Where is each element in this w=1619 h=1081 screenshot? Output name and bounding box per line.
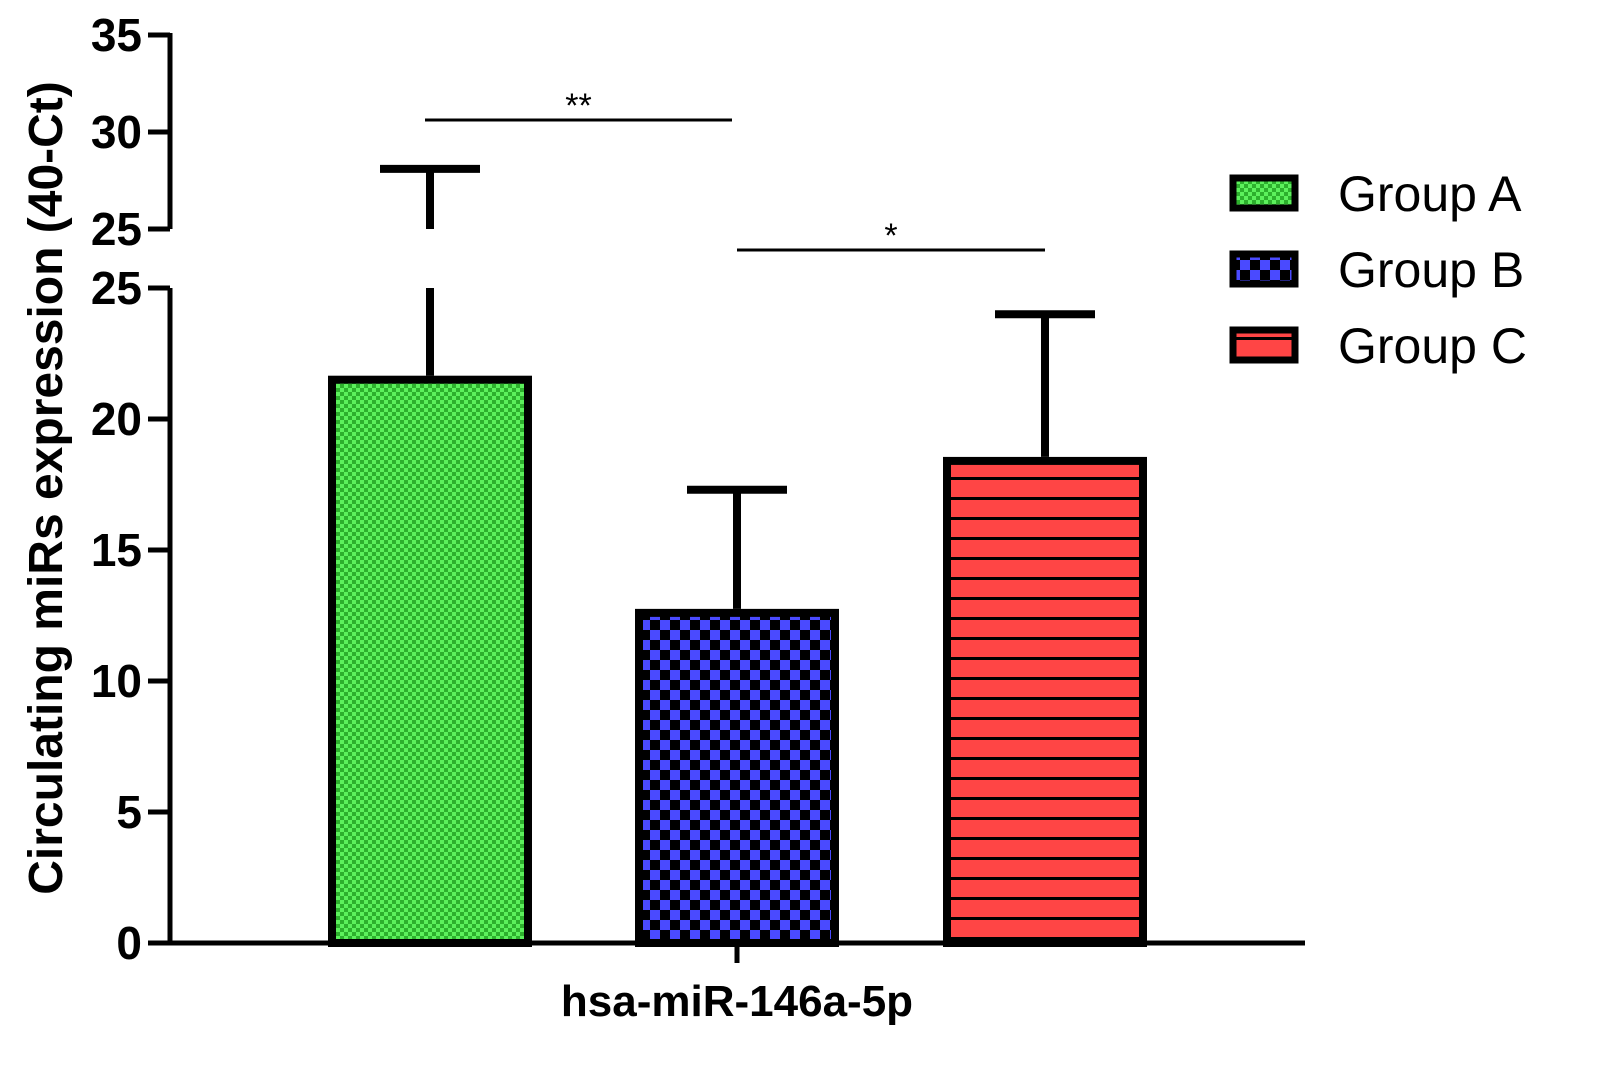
y-axis-title: Circulating miRs expression (40-Ct)	[20, 81, 73, 895]
y-tick-label-lower: 5	[116, 786, 142, 838]
y-tick-label-lower: 15	[91, 524, 142, 576]
legend-label: Group B	[1338, 242, 1524, 298]
legend-swatch	[1229, 326, 1299, 364]
legend-swatch	[1229, 174, 1299, 212]
y-tick-label-lower: 10	[91, 655, 142, 707]
y-tick-label-lower: 20	[91, 393, 142, 445]
bar-group-a	[328, 375, 532, 947]
legend-label: Group C	[1338, 318, 1527, 374]
bar-group-c	[943, 456, 1147, 947]
y-tick-label-lower: 0	[116, 917, 142, 969]
significance-group: ***	[425, 87, 1045, 255]
significance-label: *	[884, 217, 897, 255]
legend-swatch	[1229, 250, 1299, 288]
bars-group	[328, 164, 1147, 947]
y-tick-label-upper: 35	[91, 9, 142, 61]
legend-group: Group A Group B Group C	[1229, 166, 1527, 374]
bar-group-b	[635, 608, 839, 947]
y-tick-label-lower: 25	[91, 262, 142, 314]
significance-label: **	[565, 87, 591, 125]
y-tick-label-upper: 25	[91, 203, 142, 255]
x-category-label: hsa-miR-146a-5p	[561, 977, 913, 1026]
legend-label: Group A	[1338, 166, 1522, 222]
y-tick-label-upper: 30	[91, 106, 142, 158]
